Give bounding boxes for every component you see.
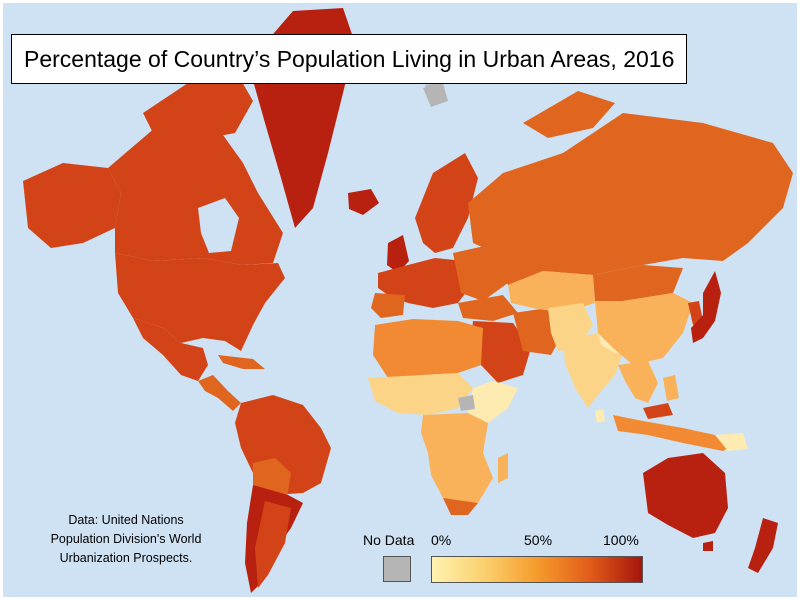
korea: [688, 301, 703, 325]
north-africa: [373, 319, 483, 378]
map-frame: Percentage of Country’s Population Livin…: [3, 3, 797, 597]
china: [595, 293, 693, 365]
source-line: Data: United Nations: [68, 513, 184, 527]
source-line: Population Division's World: [50, 532, 202, 546]
mainland-southeast-asia: [618, 361, 658, 403]
turkey-caucasus: [458, 295, 518, 321]
map-title: Percentage of Country’s Population Livin…: [24, 45, 675, 72]
united-states: [115, 253, 285, 351]
alaska-region: [23, 163, 121, 248]
south-sudan-no-data: [458, 395, 475, 411]
japan: [691, 271, 721, 343]
madagascar: [498, 453, 508, 483]
eastern-europe: [453, 243, 508, 301]
tasmania: [703, 541, 713, 551]
australia: [643, 453, 728, 538]
legend-color-scale: [431, 556, 643, 583]
title-box: Percentage of Country’s Population Livin…: [11, 34, 687, 84]
russia-islands: [523, 91, 615, 138]
legend-tick-50: 50%: [524, 532, 553, 548]
canadian-arctic-islands: [143, 75, 253, 141]
legend-tick-100: 100%: [603, 532, 639, 548]
new-zealand: [748, 518, 778, 573]
source-note: Data: United Nations Population Division…: [31, 511, 221, 568]
mongolia: [593, 265, 683, 301]
central-america: [198, 375, 241, 411]
mexico: [133, 318, 208, 381]
indonesia: [613, 415, 738, 451]
legend-no-data-label: No Data: [363, 532, 415, 548]
world-map: [23, 8, 793, 593]
central-asia: [508, 271, 595, 313]
british-isles: [387, 235, 409, 273]
source-line: Urbanization Prospects.: [59, 551, 193, 565]
horn-of-africa: [468, 381, 518, 423]
sri-lanka: [595, 409, 605, 423]
philippines: [663, 375, 679, 401]
india: [563, 333, 625, 408]
papua: [715, 433, 748, 451]
hudson-bay: [198, 198, 239, 253]
russia: [468, 113, 793, 285]
iberia: [371, 293, 405, 318]
jan-mayen-no-data: [425, 83, 445, 103]
argentina: [255, 501, 291, 588]
sahel-west-africa: [368, 373, 473, 415]
malaysia: [643, 403, 673, 419]
iceland: [348, 189, 379, 215]
legend-no-data-swatch: [383, 556, 411, 582]
central-africa: [421, 413, 488, 463]
caribbean: [218, 355, 265, 369]
southern-africa: [428, 453, 493, 515]
middle-east: [471, 321, 531, 383]
canada-region: [108, 121, 283, 265]
south-africa: [443, 498, 478, 515]
legend-tick-0: 0%: [431, 532, 452, 548]
scandinavia: [415, 153, 478, 253]
